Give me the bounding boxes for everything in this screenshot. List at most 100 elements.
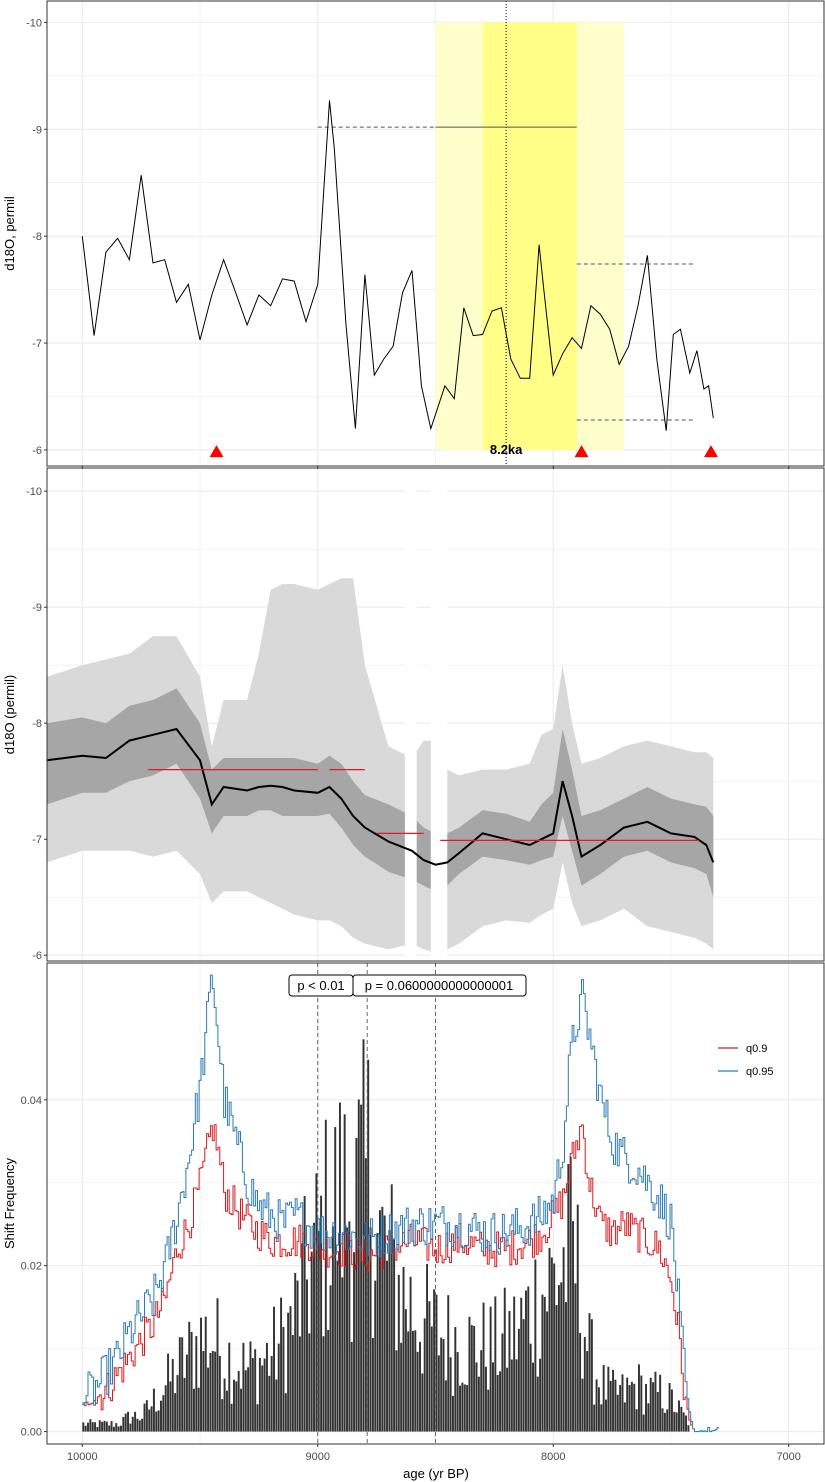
histogram-bar [597, 1387, 600, 1432]
histogram-bar [303, 1196, 306, 1432]
median-line [46, 727, 715, 866]
histogram-bar [263, 1358, 266, 1432]
histogram-bar [155, 1411, 158, 1432]
histogram-bar [294, 1272, 297, 1432]
histogram-bar [289, 1306, 292, 1432]
histogram-bar [508, 1310, 511, 1432]
histogram-bar [541, 1294, 544, 1432]
histogram-bar [668, 1382, 671, 1432]
histogram-bar [249, 1341, 252, 1432]
histogram-bar [423, 1318, 426, 1432]
histogram-bar [235, 1381, 238, 1432]
histogram-bar [115, 1423, 118, 1432]
histogram-bar [192, 1388, 195, 1432]
histogram-bar [176, 1375, 179, 1432]
histogram-bar [449, 1357, 452, 1432]
histogram-bar [506, 1367, 509, 1432]
histogram-bar [637, 1364, 640, 1432]
histogram-bar [350, 1341, 353, 1432]
histogram-bar [635, 1409, 638, 1432]
histogram-bar [190, 1331, 193, 1432]
bottom-y-axis-title: Shift Frequency [2, 1157, 17, 1249]
histogram-bar [230, 1403, 233, 1432]
histogram-bar [499, 1371, 502, 1432]
histogram-bar [338, 1102, 341, 1432]
histogram-bar [381, 1206, 384, 1432]
histogram-bar [593, 1404, 596, 1432]
histogram-bar [527, 1286, 530, 1432]
histogram-bar [313, 1222, 316, 1432]
histogram-bar [574, 1283, 577, 1432]
histogram-bar [586, 1351, 589, 1432]
legend: q0.9 q0.95 [718, 1043, 774, 1078]
histogram-bar [640, 1375, 643, 1432]
histogram-bar [204, 1316, 207, 1432]
histogram-bar [84, 1425, 87, 1432]
histogram-bar [261, 1365, 264, 1432]
histogram-bar [228, 1342, 231, 1432]
histogram-bar [110, 1421, 113, 1432]
histogram-bar [680, 1406, 683, 1432]
histogram-bar [218, 1355, 221, 1432]
histogram-bar [550, 1257, 553, 1432]
panel-bottom: p < 0.01 p = 0.0600000000000001 q0.9 q0.… [2, 962, 825, 1445]
histogram-bar [378, 1210, 381, 1432]
histogram-bar [89, 1419, 92, 1432]
histogram-bar [555, 1305, 558, 1432]
histogram-bar [666, 1409, 669, 1432]
histogram-bar [522, 1319, 525, 1432]
histogram-bar [548, 1247, 551, 1432]
histogram-bar [322, 1336, 325, 1432]
histogram-bar [437, 1355, 440, 1432]
histogram-bar [647, 1403, 650, 1432]
histogram-bar [440, 1337, 443, 1432]
histogram-bar [108, 1425, 111, 1432]
histogram-bar [433, 1289, 436, 1432]
histogram-bar [105, 1421, 108, 1432]
histogram-bar [240, 1388, 243, 1432]
histogram-bar [501, 1333, 504, 1432]
histogram-bar [152, 1388, 155, 1432]
panel-top: 8.2ka -10 -9 -8 -7 -6 d18O, permil [2, 0, 825, 467]
histogram-bar [435, 1294, 438, 1432]
histogram [82, 1039, 690, 1432]
histogram-bar [426, 1263, 429, 1432]
histogram-bar [310, 1251, 313, 1432]
histogram-bar [475, 1362, 478, 1432]
histogram-bar [659, 1374, 662, 1432]
histogram-bar [470, 1325, 473, 1432]
histogram-bar [296, 1280, 299, 1432]
histogram-bar [579, 1332, 582, 1432]
histogram-bar [282, 1326, 285, 1432]
histogram-bar [487, 1389, 490, 1432]
histogram-bar [346, 1227, 348, 1432]
histogram-bar [583, 1337, 586, 1432]
histogram-bar [256, 1404, 259, 1432]
histogram-bar [466, 1385, 469, 1432]
histogram-bar [233, 1379, 235, 1432]
x-tick-label-0: 10000 [67, 1451, 98, 1463]
histogram-bar [532, 1362, 534, 1432]
histogram-bar [510, 1359, 513, 1432]
histogram-bar [393, 1239, 396, 1432]
x-tick-label-1: 9000 [306, 1451, 330, 1463]
highlight-label: 8.2ka [490, 442, 523, 457]
histogram-bar [675, 1412, 678, 1432]
marker-triangle-1 [574, 445, 589, 458]
histogram-bar [362, 1039, 365, 1432]
histogram-bar [202, 1351, 205, 1432]
histogram-bar [188, 1321, 191, 1432]
histogram-bar [663, 1412, 666, 1432]
histogram-bar [211, 1350, 214, 1432]
middle-y-axis-title: d18O (permil) [2, 675, 17, 754]
histogram-bar [317, 1230, 320, 1432]
histogram-bar [141, 1418, 144, 1432]
histogram-bar [397, 1274, 400, 1432]
histogram-bar [390, 1184, 393, 1432]
histogram-bar [649, 1377, 652, 1432]
histogram-bar [536, 1376, 539, 1432]
histogram-bar [480, 1350, 483, 1432]
highlight-inner [482, 22, 577, 450]
histogram-bar [534, 1259, 537, 1432]
